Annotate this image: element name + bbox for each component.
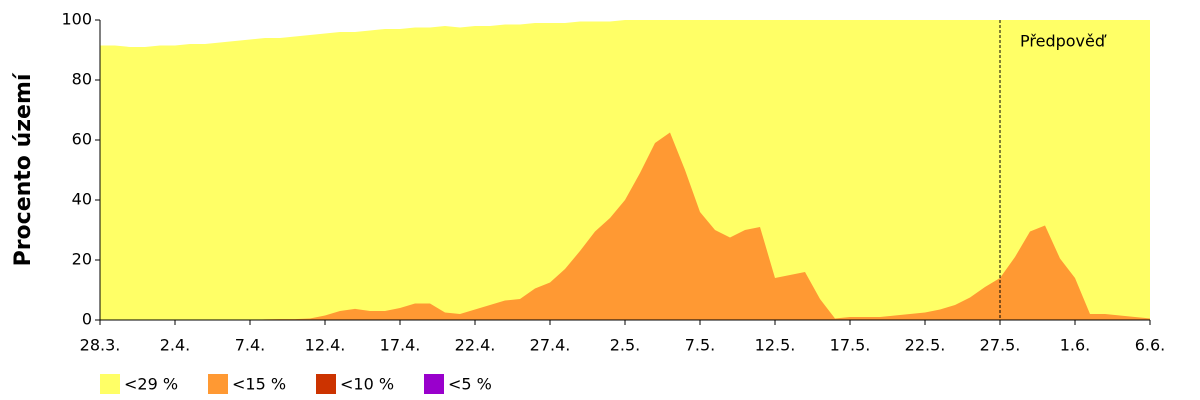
annotation: Předpověď <box>1020 32 1107 51</box>
legend-swatch <box>100 374 120 394</box>
x-tick-label: 22.4. <box>455 336 496 355</box>
x-tick-label: 12.4. <box>305 336 346 355</box>
x-tick-label: 27.5. <box>980 336 1021 355</box>
x-tick-label: 7.5. <box>685 336 716 355</box>
x-tick-label: 12.5. <box>755 336 796 355</box>
y-tick-label: 20 <box>72 250 92 269</box>
y-tick-label: 60 <box>72 130 92 149</box>
x-tick-label: 28.3. <box>80 336 121 355</box>
y-tick-label: 100 <box>61 10 92 29</box>
y-tick-label: 40 <box>72 190 92 209</box>
legend-label: <5 % <box>448 375 492 394</box>
x-tick-label: 1.6. <box>1060 336 1091 355</box>
x-tick-label: 22.5. <box>905 336 946 355</box>
y-axis-label: Procento území <box>11 72 36 266</box>
legend-swatch <box>424 374 444 394</box>
x-tick-label: 27.4. <box>530 336 571 355</box>
x-tick-label: 2.4. <box>160 336 191 355</box>
y-tick-label: 0 <box>82 310 92 329</box>
legend-swatch <box>316 374 336 394</box>
x-tick-label: 7.4. <box>235 336 266 355</box>
legend-swatch <box>208 374 228 394</box>
x-tick-label: 6.6. <box>1135 336 1166 355</box>
area <box>100 20 1150 320</box>
legend-label: <15 % <box>232 375 286 394</box>
x-tick-label: 17.4. <box>380 336 421 355</box>
area <box>100 132 1150 320</box>
x-tick-label: 2.5. <box>610 336 641 355</box>
legend-label: <29 % <box>124 375 178 394</box>
y-tick-label: 80 <box>72 70 92 89</box>
x-tick-label: 17.5. <box>830 336 871 355</box>
legend-label: <10 % <box>340 375 394 394</box>
